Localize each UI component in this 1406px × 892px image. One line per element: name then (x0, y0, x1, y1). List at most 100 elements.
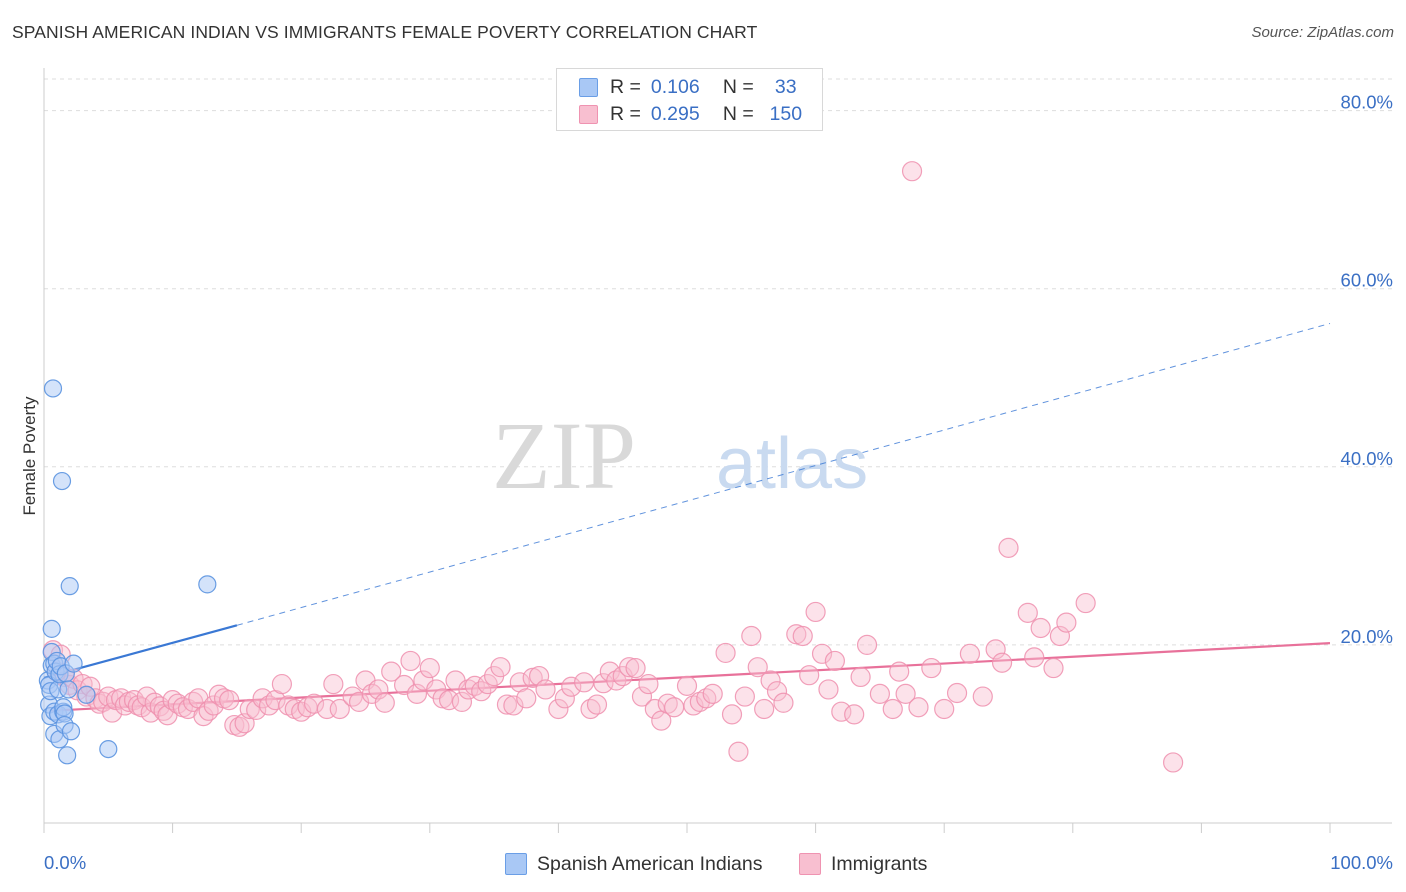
data-point-immigrants (529, 665, 550, 687)
watermark-atlas: atlas (716, 424, 868, 504)
data-point-immigrants (451, 691, 473, 712)
immigrants-points (42, 161, 1184, 773)
data-point-immigrants (400, 650, 421, 672)
chart-title: SPANISH AMERICAN INDIAN VS IMMIGRANTS FE… (12, 22, 758, 42)
data-point-immigrants (741, 625, 762, 647)
data-point-immigrants (554, 688, 575, 709)
x-tick-label: 100.0% (1330, 852, 1393, 873)
legend-r-value: 0.106 (650, 75, 700, 98)
data-point-immigrants (664, 697, 685, 718)
legend-n-value: 33 (774, 75, 797, 98)
trend-line-extension-spanish-american-indians (236, 322, 1331, 626)
data-point-immigrants (850, 666, 871, 688)
watermark: ZIP atlas (492, 402, 868, 509)
data-point-immigrants (271, 673, 293, 695)
data-point-immigrants (959, 643, 981, 664)
spanish-american-indians-points (38, 379, 217, 765)
source-label: Source: ZipAtlas.com (1251, 24, 1394, 41)
data-point-immigrants (1017, 602, 1038, 623)
data-point-immigrants (303, 693, 325, 714)
data-point-spanish-american-indians (198, 575, 217, 594)
data-point-immigrants (811, 643, 833, 664)
legend-row-blue: R = 0.106 N = 33 (579, 75, 808, 99)
data-point-immigrants (901, 161, 923, 182)
data-point-immigrants (406, 683, 428, 704)
data-point-immigrants (766, 681, 788, 702)
data-point-immigrants (102, 702, 123, 723)
data-point-immigrants (754, 698, 775, 720)
data-point-immigrants (882, 698, 903, 720)
data-point-immigrants (464, 675, 485, 696)
data-point-immigrants (203, 695, 224, 716)
data-point-immigrants (246, 699, 267, 721)
data-point-immigrants (734, 686, 755, 707)
y-tick-label: 60.0% (1341, 270, 1393, 291)
data-point-immigrants (805, 601, 826, 623)
data-point-immigrants (1043, 657, 1064, 679)
legend-r-label: R = (610, 75, 641, 98)
data-point-immigrants (342, 686, 363, 707)
data-point-immigrants (792, 625, 813, 647)
data-point-immigrants (1075, 592, 1096, 614)
data-point-immigrants (381, 661, 402, 682)
data-point-immigrants (458, 679, 479, 700)
data-point-immigrants (683, 695, 704, 716)
data-point-immigrants (1049, 625, 1071, 647)
data-point-immigrants (747, 657, 768, 678)
data-point-immigrants (1056, 612, 1077, 633)
data-point-immigrants (773, 692, 794, 713)
data-point-immigrants (619, 657, 640, 678)
data-point-immigrants (856, 634, 878, 656)
trend-lines (43, 322, 1331, 712)
data-point-immigrants (219, 690, 240, 711)
data-point-immigrants (625, 657, 646, 679)
data-point-immigrants (998, 537, 1019, 558)
data-point-immigrants (799, 665, 820, 686)
data-point-immigrants (1030, 617, 1051, 639)
bottom-legend-label: Immigrants (831, 852, 928, 875)
data-point-spanish-american-indians (99, 739, 118, 759)
data-point-spanish-american-indians (64, 654, 83, 673)
data-point-immigrants (689, 691, 710, 712)
data-point-immigrants (869, 683, 891, 704)
data-point-immigrants (895, 683, 916, 704)
data-point-immigrants (490, 657, 511, 678)
legend-row-pink: R = 0.295 N = 150 (579, 102, 808, 126)
data-point-immigrants (631, 686, 653, 707)
bottom-legend-swatch-blue (505, 853, 527, 875)
data-point-immigrants (818, 679, 839, 700)
tick-labels: 20.0% 40.0% 60.0% 80.0% 0.0% 100.0% (44, 92, 1393, 873)
data-point-immigrants (638, 673, 659, 695)
data-point-spanish-american-indians (42, 619, 61, 638)
y-axis-label: Female Poverty (20, 396, 39, 516)
data-point-immigrants (477, 673, 498, 695)
legend-r-value: 0.295 (650, 102, 700, 125)
data-point-immigrants (702, 683, 723, 704)
data-point-immigrants (676, 675, 698, 696)
data-point-immigrants (908, 697, 929, 718)
bottom-legend-spanish-american-indians: Spanish American Indians (505, 850, 762, 878)
bottom-legend-immigrants: Immigrants (799, 850, 927, 878)
y-tick-label: 40.0% (1341, 448, 1393, 469)
y-tick-label: 20.0% (1341, 626, 1393, 647)
data-point-spanish-american-indians (58, 746, 77, 765)
bottom-legend-swatch-pink (799, 853, 821, 875)
data-point-immigrants (991, 652, 1013, 673)
data-point-spanish-american-indians (60, 577, 79, 596)
gridlines (44, 78, 1392, 646)
data-point-spanish-american-indians (43, 379, 63, 398)
data-point-immigrants (496, 694, 518, 715)
data-point-immigrants (831, 701, 852, 722)
legend-n-label: N = (722, 75, 754, 98)
legend-n-value: 150 (769, 102, 803, 125)
legend-r-label: R = (610, 102, 641, 125)
data-point-immigrants (561, 676, 582, 697)
data-point-spanish-american-indians (52, 471, 72, 491)
data-point-immigrants (721, 704, 743, 725)
data-point-spanish-american-indians (77, 685, 96, 704)
data-point-immigrants (516, 688, 537, 709)
data-point-immigrants (844, 704, 865, 725)
y-tick-label: 80.0% (1341, 92, 1393, 113)
data-point-spanish-american-indians (59, 680, 78, 699)
